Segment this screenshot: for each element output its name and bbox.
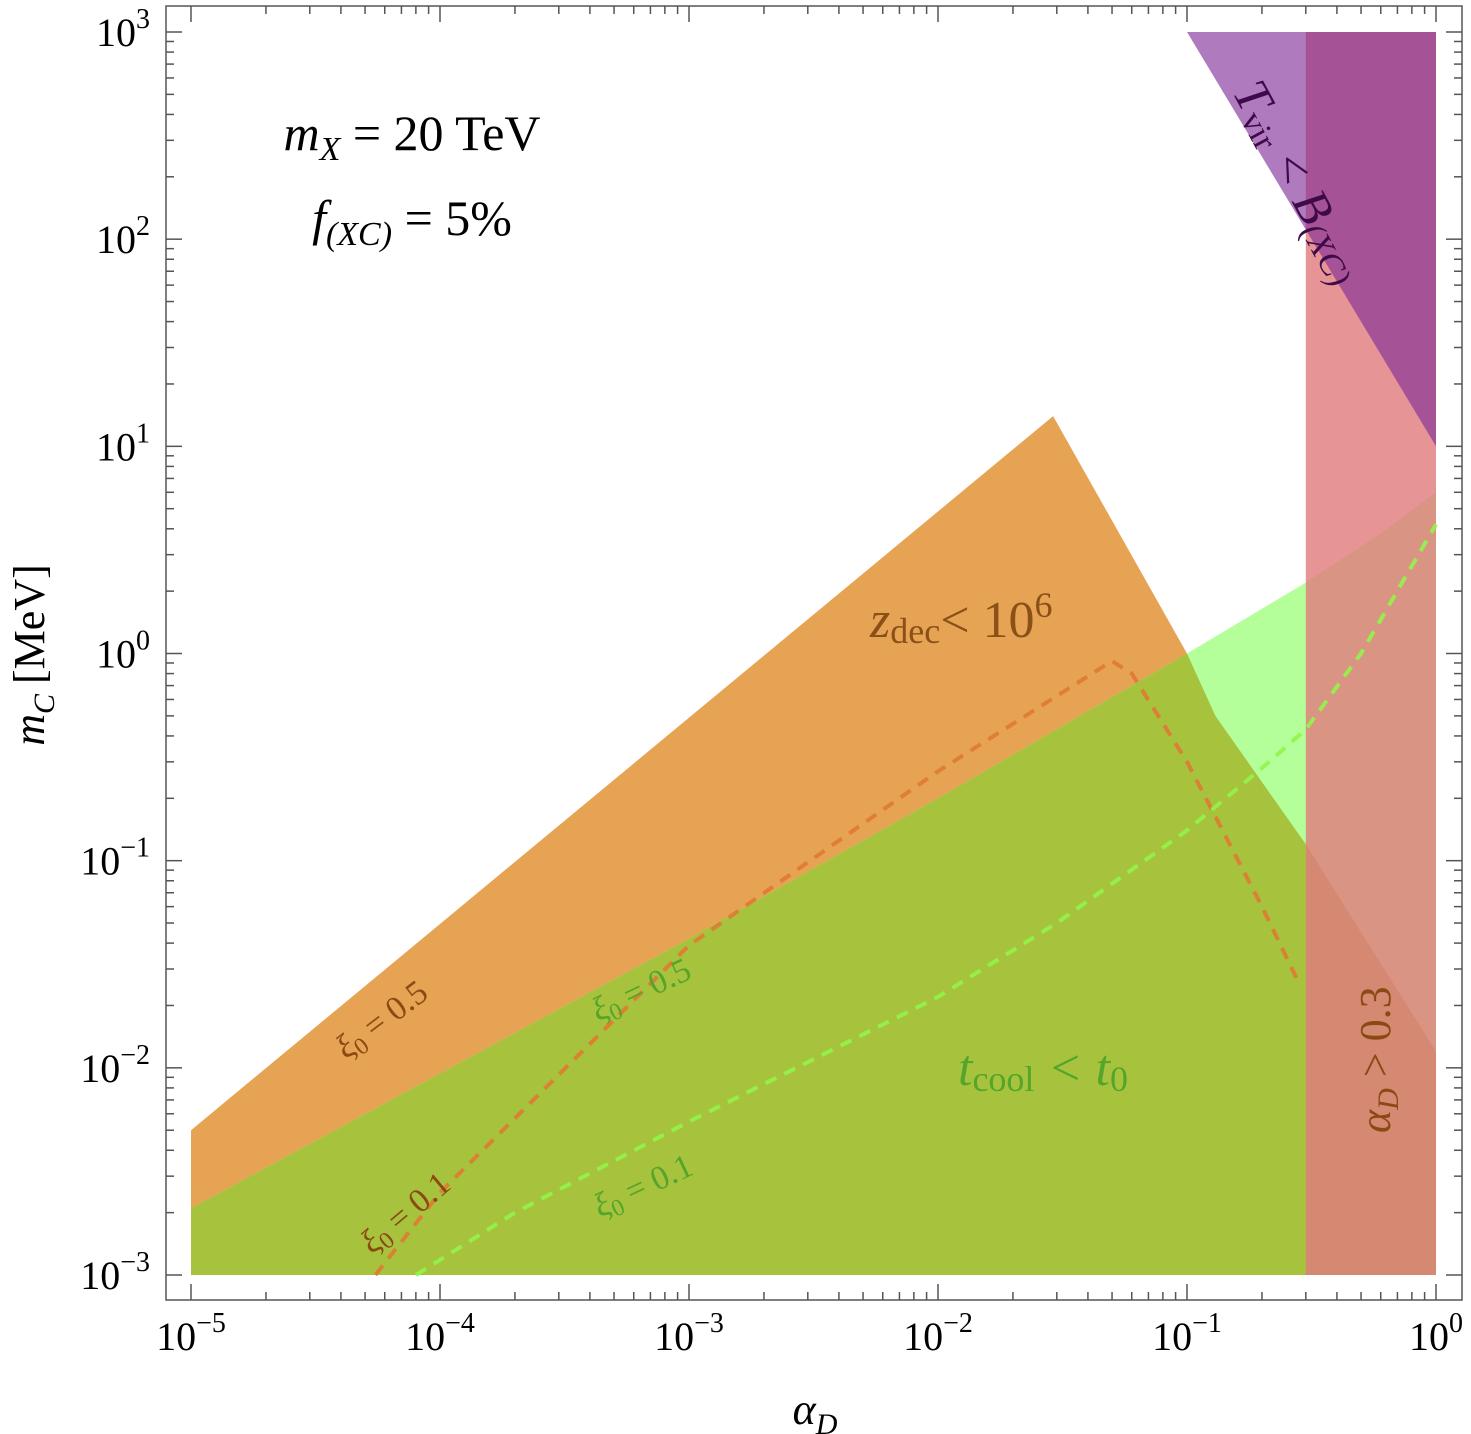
- series-line-1: [414, 523, 1438, 1277]
- x-tick-label-base: 10: [903, 1314, 943, 1359]
- x-tick-label-base: 10: [654, 1314, 694, 1359]
- y-tick-label: 101: [96, 418, 150, 469]
- x-tick-label-exp: −3: [694, 1308, 724, 1339]
- y-tick-label-exp: 2: [136, 211, 150, 242]
- x-tick-label-base: 10: [1409, 1314, 1449, 1359]
- x-tick-label-exp: −2: [943, 1308, 973, 1339]
- y-tick-label-base: 10: [96, 10, 136, 55]
- y-tick-label-base: 10: [80, 839, 120, 884]
- y-tick-label: 102: [96, 211, 150, 262]
- x-tick-label: 10−5: [156, 1308, 226, 1359]
- y-tick-label: 10−3: [80, 1247, 150, 1298]
- x-tick-label: 10−3: [654, 1308, 724, 1359]
- label-alphaD-base: α: [1351, 1109, 1400, 1133]
- x-axis-label-base: α: [793, 1385, 817, 1434]
- y-tick-label: 100: [96, 626, 150, 677]
- y-tick-label-exp: −2: [120, 1040, 150, 1071]
- x-tick-label: 100: [1409, 1308, 1463, 1359]
- x-tick-label-exp: −1: [1192, 1308, 1222, 1339]
- tick-labels: 10−5 10−4 10−3 10−2 10−1 10010−310−210−110010…: [80, 4, 1463, 1359]
- region-2: [191, 653, 1436, 1275]
- label-zdec: zdec< 106: [869, 585, 1053, 651]
- x-axis-label: αD: [793, 1385, 838, 1434]
- label-zdec-base: z: [869, 592, 890, 649]
- y-tick-label-base: 10: [96, 424, 136, 469]
- y-axis-label-sub: C: [28, 693, 61, 714]
- shaded-regions: [191, 32, 1436, 1276]
- label-tcool-sub2: 0: [1110, 1059, 1128, 1099]
- label-alphaD-sub: D: [1372, 1088, 1405, 1111]
- y-tick-label-exp: −1: [120, 833, 150, 864]
- y-tick-label: 10−1: [80, 833, 150, 884]
- dashed-curves: [373, 523, 1438, 1277]
- x-tick-label-base: 10: [1152, 1314, 1192, 1359]
- x-tick-label-base: 10: [156, 1314, 196, 1359]
- x-axis-label-sub: D: [815, 1408, 838, 1434]
- y-tick-label-exp: 3: [136, 4, 150, 35]
- label-tcool-rel: < t: [1034, 1040, 1111, 1097]
- param-mx: mX = 20 TeV: [283, 105, 540, 168]
- region-4: [1187, 32, 1436, 447]
- x-tick-label: 10−1: [1152, 1308, 1222, 1359]
- series-line-0: [373, 658, 1301, 1277]
- x-tick-label: 10−2: [903, 1308, 973, 1359]
- label-tcool-base: t: [958, 1040, 974, 1097]
- x-tick-label-exp: 0: [1449, 1308, 1463, 1339]
- x-tick-label: 10−4: [405, 1308, 475, 1359]
- label-zdec-sup: 6: [1035, 585, 1053, 625]
- y-tick-label-base: 10: [96, 217, 136, 262]
- param-mx-symbol: m: [283, 105, 319, 161]
- param-mx-sub: X: [318, 131, 342, 168]
- label-alphaD-rest: > 0.3: [1351, 986, 1400, 1088]
- axis-ticks: [166, 6, 1462, 1300]
- label-alphaD: αD > 0.3: [1351, 986, 1405, 1133]
- y-axis-label: mC [MeV]: [5, 564, 61, 746]
- y-tick-label-exp: 1: [136, 418, 150, 449]
- label-tcool-sub: cool: [972, 1059, 1034, 1099]
- param-mx-value: = 20 TeV: [340, 105, 540, 161]
- param-fxc: f(XC) = 5%: [312, 190, 512, 253]
- param-fxc-sub: (XC): [326, 216, 392, 253]
- y-tick-label: 10−2: [80, 1040, 150, 1091]
- x-tick-label-exp: −5: [196, 1308, 226, 1339]
- y-tick-label-base: 10: [80, 1253, 120, 1298]
- label-tcool: tcool < t0: [958, 1040, 1128, 1099]
- y-tick-label-base: 10: [80, 1046, 120, 1091]
- param-fxc-value: = 5%: [392, 190, 512, 246]
- label-zdec-rel: < 10: [940, 592, 1034, 649]
- label-zdec-sub: dec: [890, 611, 940, 651]
- y-tick-label: 103: [96, 4, 150, 55]
- x-tick-label-base: 10: [405, 1314, 445, 1359]
- y-tick-label-exp: −3: [120, 1247, 150, 1278]
- y-axis-label-unit: [MeV]: [5, 564, 54, 684]
- y-tick-label-exp: 0: [136, 626, 150, 657]
- y-tick-label-base: 10: [96, 632, 136, 677]
- y-axis-label-base: m: [5, 714, 54, 746]
- x-tick-label-exp: −4: [445, 1308, 475, 1339]
